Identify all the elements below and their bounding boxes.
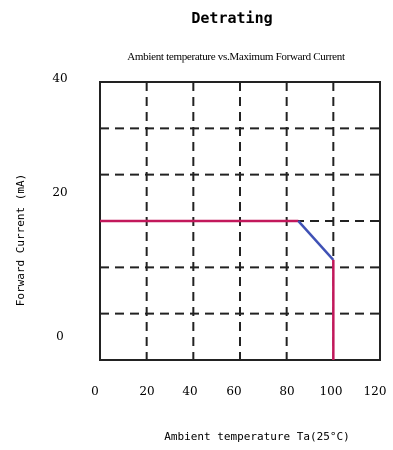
y-tick-label: 0 — [56, 329, 64, 343]
x-tick-label: 0 — [91, 384, 99, 398]
x-tick-labels: 0 20 40 60 80 100 120 — [91, 384, 386, 398]
y-tick-label: 40 — [52, 71, 67, 85]
x-tick-label: 20 — [139, 384, 154, 398]
x-axis-label: Ambient temperature Ta(25°C) — [164, 430, 349, 443]
x-tick-label: 80 — [279, 384, 294, 398]
series-segment-slope — [297, 220, 335, 261]
x-tick-label: 100 — [320, 384, 343, 398]
x-tick-label: 60 — [226, 384, 241, 398]
y-axis-label: Forward Current (mA) — [14, 174, 27, 306]
x-tick-label: 40 — [182, 384, 197, 398]
y-tick-label: 20 — [52, 185, 67, 199]
chart-subtitle: Ambient temperature vs.Maximum Forward C… — [127, 51, 345, 63]
chart-title: Detrating — [191, 9, 272, 27]
y-tick-labels: 40 20 0 — [52, 71, 67, 343]
x-tick-label: 120 — [364, 384, 387, 398]
series-layer — [100, 219, 335, 360]
